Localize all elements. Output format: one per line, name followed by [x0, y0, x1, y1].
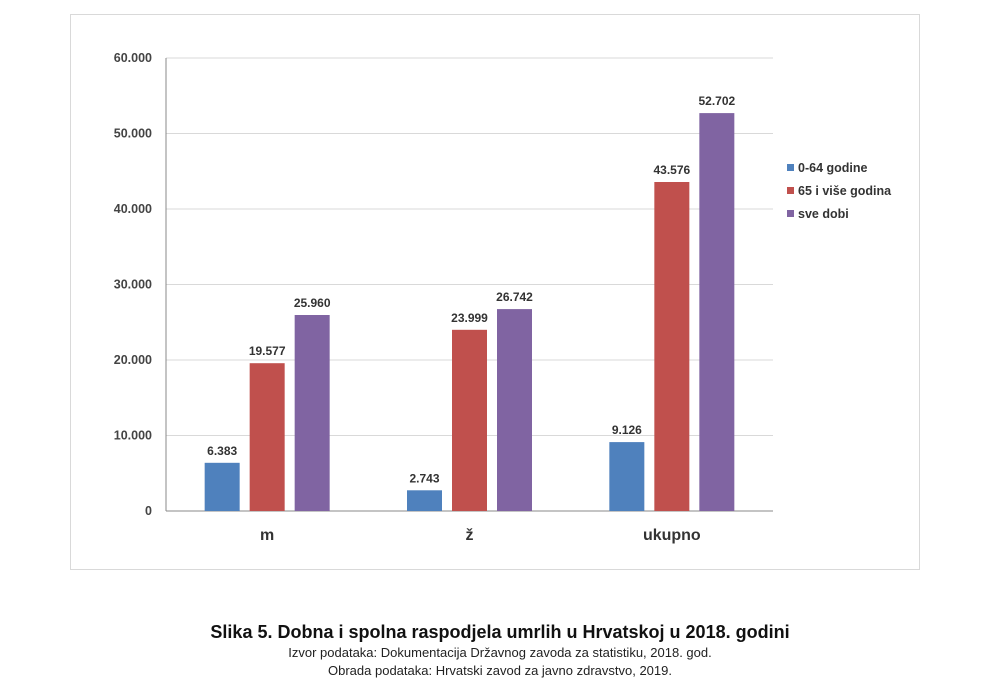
- y-tick-label: 0: [145, 504, 152, 518]
- data-label: 52.702: [698, 94, 735, 108]
- figure-caption-title: Slika 5. Dobna i spolna raspodjela umrli…: [210, 622, 790, 642]
- bar: [294, 315, 330, 511]
- bar: [609, 442, 645, 511]
- legend-swatch: [787, 164, 794, 171]
- legend-label: 0-64 godine: [798, 161, 868, 175]
- data-label: 19.577: [249, 344, 286, 358]
- bar: [204, 462, 240, 511]
- data-source-note: Izvor podataka: Dokumentacija Državnog z…: [288, 645, 712, 660]
- legend-label: 65 i više godina: [798, 184, 892, 198]
- y-tick-label: 50.000: [114, 127, 152, 141]
- data-label: 9.126: [612, 423, 642, 437]
- bar: [407, 490, 442, 511]
- data-label: 43.576: [653, 163, 690, 177]
- y-tick-label: 20.000: [114, 353, 152, 367]
- x-category-label: ž: [466, 527, 474, 544]
- y-tick-label: 10.000: [114, 429, 152, 443]
- bar: [249, 363, 285, 511]
- x-category-label: ukupno: [643, 527, 701, 544]
- y-tick-label: 40.000: [114, 202, 152, 216]
- legend-swatch: [787, 210, 794, 217]
- data-label: 26.742: [496, 290, 533, 304]
- legend-swatch: [787, 187, 794, 194]
- data-label: 25.960: [294, 296, 331, 310]
- data-label: 23.999: [451, 311, 488, 325]
- bar: [452, 329, 487, 511]
- legend-label: sve dobi: [798, 207, 849, 221]
- data-processing-note: Obrada podataka: Hrvatski zavod za javno…: [328, 663, 672, 678]
- data-label: 2.743: [409, 471, 439, 485]
- data-label: 6.383: [207, 444, 237, 458]
- bar: [654, 182, 690, 511]
- bar: [699, 113, 735, 511]
- bar: [497, 309, 532, 511]
- x-category-label: m: [260, 527, 274, 544]
- y-tick-label: 60.000: [114, 51, 152, 65]
- y-tick-label: 30.000: [114, 278, 152, 292]
